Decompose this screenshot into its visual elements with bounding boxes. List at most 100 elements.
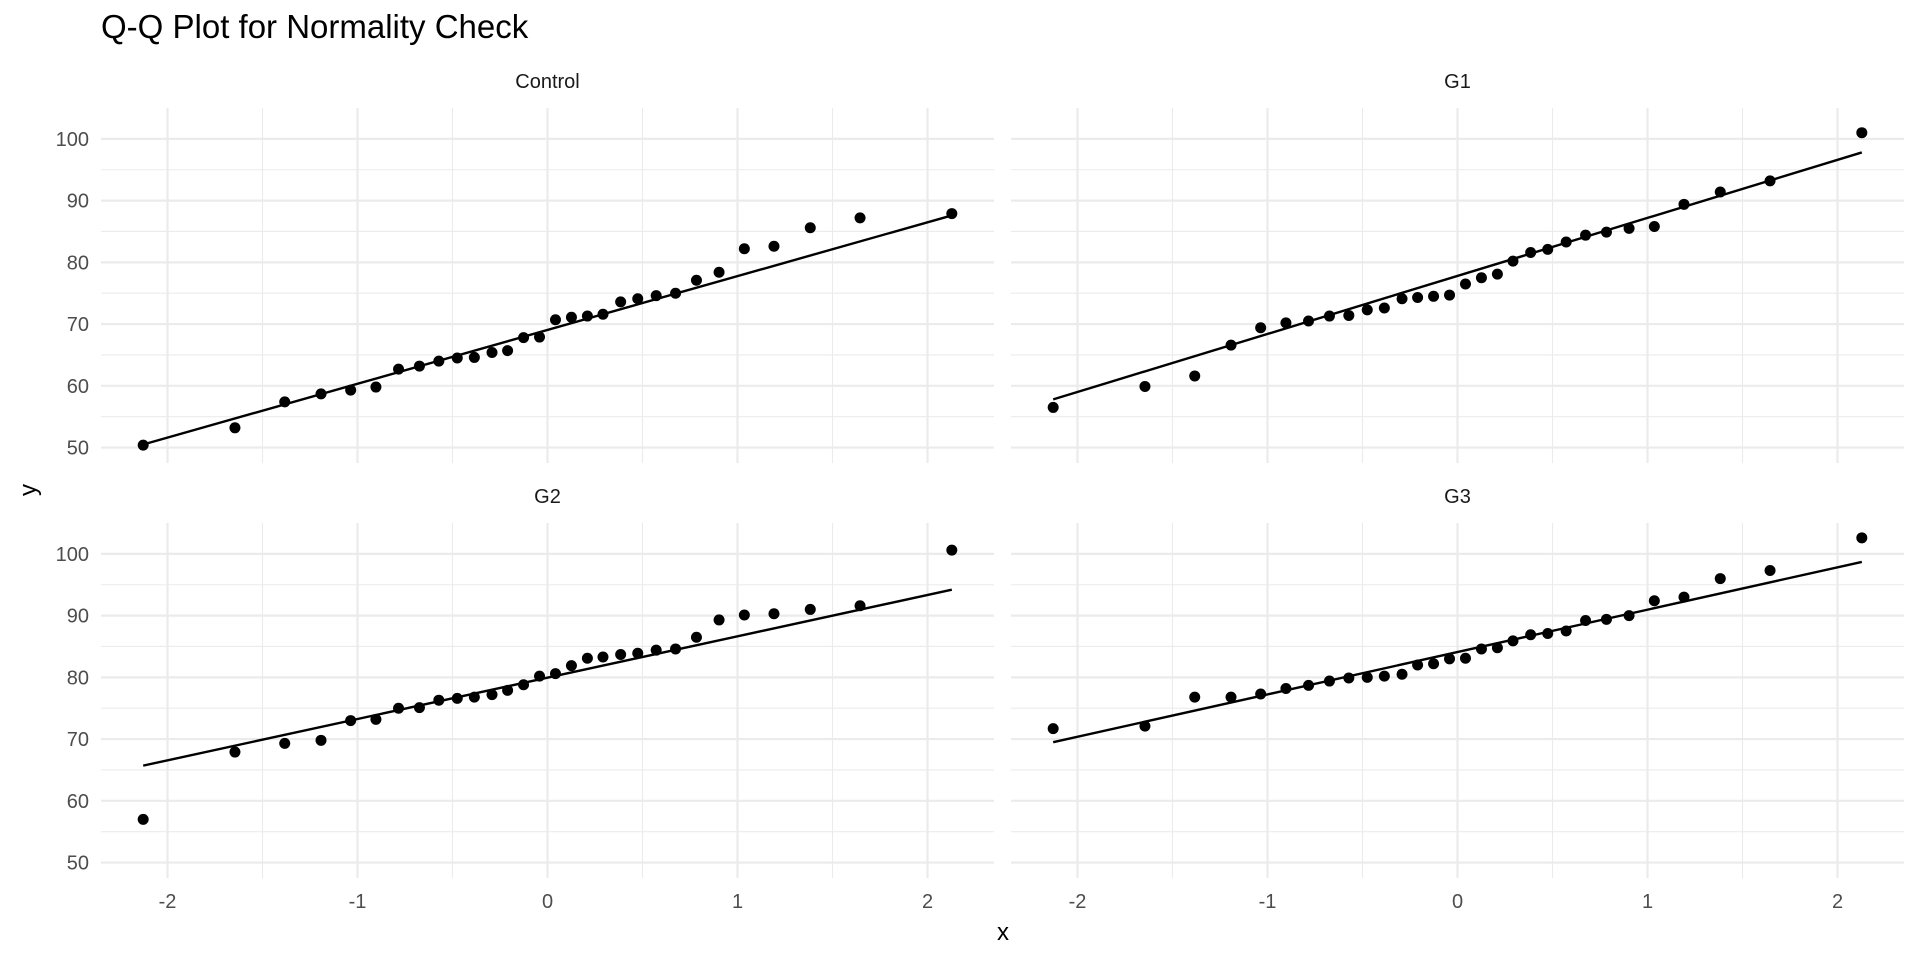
data-point [946,208,958,220]
data-point [1491,642,1503,654]
data-point [1648,595,1660,607]
data-point [486,346,498,358]
data-point [1396,293,1408,305]
data-point [713,614,725,626]
data-point [393,702,405,714]
data-point [804,603,816,615]
data-point [690,274,702,286]
y-tick-label: 50 [67,438,89,460]
data-point [1189,691,1201,703]
data-point [1225,691,1237,703]
data-point [229,746,241,758]
data-point [433,694,445,706]
y-tick-label: 100 [56,129,89,151]
data-point [1764,565,1776,577]
x-tick-label: -1 [1259,891,1277,913]
data-point [615,296,627,308]
data-point [670,287,682,299]
data-point [1047,401,1059,413]
data-point [315,734,327,746]
x-tick-label: 0 [542,891,553,913]
x-tick-label: 2 [922,891,933,913]
data-point [1648,221,1660,233]
data-point [632,647,644,659]
x-tick-label: -2 [1069,891,1087,913]
data-point [1225,339,1237,351]
data-point [1396,668,1408,680]
data-point [1280,317,1292,329]
data-point [1139,380,1151,392]
data-point [468,691,480,703]
facet-panel-g3: G3 -2 -1 0 1 2 [1011,486,1904,913]
data-point [534,331,546,343]
y-tick-label: 90 [67,606,89,628]
data-point [1525,246,1537,258]
data-point [597,308,609,320]
data-point [1459,652,1471,664]
data-point [615,649,627,661]
data-point [315,388,327,400]
y-tick-label: 60 [67,376,89,398]
data-point [1428,658,1440,670]
data-point [1678,591,1690,603]
y-tick-label: 100 [56,544,89,566]
data-point [1542,628,1554,640]
data-point [1600,613,1612,625]
data-point [632,293,644,305]
y-tick-label: 60 [67,791,89,813]
data-point [137,813,149,825]
data-point [738,609,750,621]
data-point [1507,635,1519,647]
data-point [1764,175,1776,187]
data-point [738,243,750,255]
chart-title: Q-Q Plot for Normality Check [101,8,529,45]
data-point [713,266,725,278]
data-point [279,737,291,749]
x-tick-label: 2 [1832,891,1843,913]
data-point [486,689,498,701]
data-point [690,631,702,643]
data-point [565,311,577,323]
data-point [1525,629,1537,641]
facet-strip-label: Control [515,71,579,93]
data-point [1491,268,1503,280]
data-point [1560,625,1572,637]
data-point [581,652,593,664]
x-axis-label: x [997,919,1009,946]
data-point [451,352,463,364]
data-point [1139,720,1151,732]
data-point [1361,671,1373,683]
data-point [345,715,357,727]
data-point [1361,304,1373,316]
data-point [1444,653,1456,665]
qq-reference-line [1052,151,1863,401]
x-tick-label: 1 [1642,891,1653,913]
data-point [650,644,662,656]
data-point [565,660,577,672]
facet-panel-g2: G2 50 60 70 80 90 100 -2 -1 0 1 2 [56,486,994,913]
data-point [768,608,780,620]
data-point [1580,229,1592,241]
data-point [1475,272,1487,284]
data-point [279,396,291,408]
x-tick-label: -1 [349,891,367,913]
data-point [581,310,593,322]
data-point [1378,302,1390,314]
facet-strip-label: G1 [1444,71,1471,93]
data-point [1412,659,1424,671]
x-tick-label: -2 [159,891,177,913]
data-point [1280,682,1292,694]
data-point [370,381,382,393]
data-point [1189,370,1201,382]
data-point [1600,226,1612,238]
data-point [1444,289,1456,301]
data-point [1343,672,1355,684]
data-point [650,290,662,302]
data-point [1378,670,1390,682]
data-point [1714,573,1726,585]
data-point [433,355,445,367]
data-point [670,643,682,655]
data-point [946,544,958,556]
data-point [1623,222,1635,234]
data-point [1475,643,1487,655]
